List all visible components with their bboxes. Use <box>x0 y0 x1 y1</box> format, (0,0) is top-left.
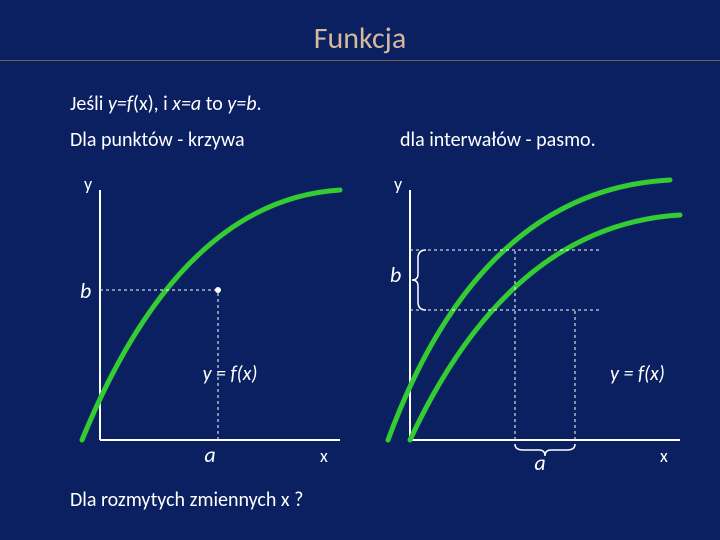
svg-text:x: x <box>660 445 668 467</box>
left-plot: y b a x y = f(x) <box>70 170 360 470</box>
svg-text:y = f(x): y = f(x) <box>203 362 258 386</box>
line1-eq3: y=b <box>227 92 256 116</box>
right-plot: y b a x y = f(x) <box>380 170 700 470</box>
line1: Jeśli y=f(x), i x=a to y=b. <box>70 92 262 116</box>
line1-eq2: x=a <box>172 92 201 116</box>
slide-title: Funkcja <box>0 18 720 61</box>
svg-text:b: b <box>390 261 401 288</box>
line1-eq1: y=f <box>108 92 133 116</box>
question: Dla rozmytych zmiennych x ? <box>70 488 303 512</box>
svg-text:y = f(x): y = f(x) <box>610 362 665 386</box>
svg-text:a: a <box>534 449 545 470</box>
svg-text:y: y <box>394 173 403 195</box>
line1-suffix: . <box>257 92 262 116</box>
line2a: Dla punktów - krzywa <box>70 128 245 152</box>
line1-prefix: Jeśli <box>70 92 108 116</box>
line1-mid: , i <box>154 92 173 116</box>
svg-text:x: x <box>320 445 328 467</box>
line1-eq1b: (x) <box>133 92 154 116</box>
line2b: dla interwałów - pasmo. <box>400 128 596 152</box>
svg-text:a: a <box>204 441 215 468</box>
line1-mid2: to <box>201 92 227 116</box>
svg-text:b: b <box>80 277 91 304</box>
svg-text:y: y <box>84 173 93 195</box>
